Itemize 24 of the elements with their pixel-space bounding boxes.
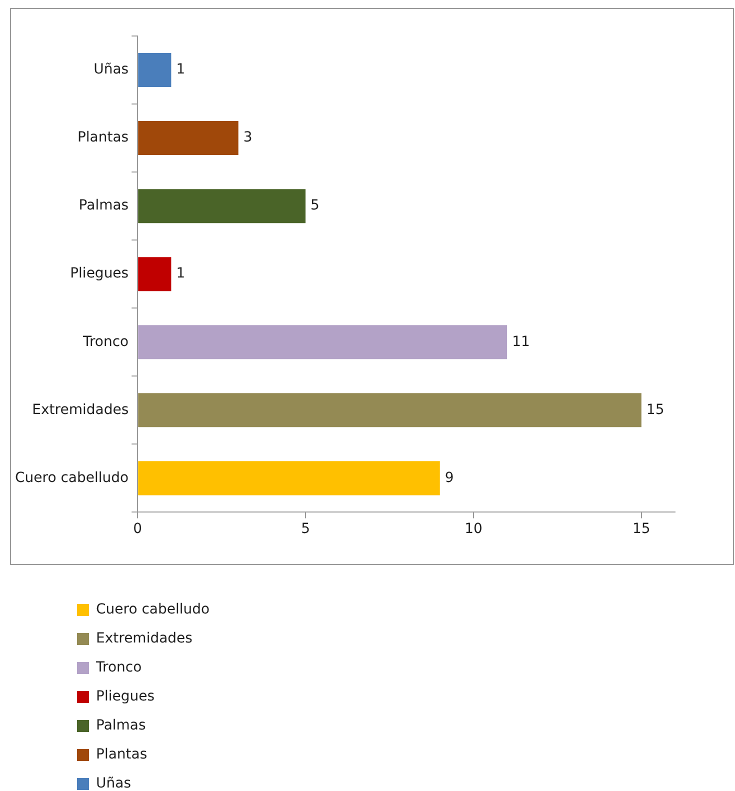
y-tick-label: Pliegues <box>70 266 129 282</box>
data-label: 1 <box>176 266 186 282</box>
data-label: 15 <box>646 402 664 418</box>
y-tick-label: Extremidades <box>32 402 129 418</box>
legend-label: Extremidades <box>96 630 192 647</box>
data-label: 1 <box>176 62 186 78</box>
data-label: 11 <box>512 334 530 350</box>
y-tick-label: Plantas <box>77 130 129 146</box>
legend-label: Cuero cabelludo <box>96 602 210 618</box>
legend-label: Tronco <box>95 660 142 676</box>
y-tick-label: Palmas <box>78 198 129 214</box>
y-tick-label: Tronco <box>82 334 129 350</box>
y-tick-label: Uñas <box>94 62 129 78</box>
data-label: 5 <box>310 198 320 214</box>
legend-label: Plantas <box>96 746 148 763</box>
x-tick-label: 5 <box>301 521 310 538</box>
x-tick-label: 10 <box>464 521 482 538</box>
legend-label: Pliegues <box>96 688 155 705</box>
y-tick-label: Cuero cabelludo <box>14 470 129 486</box>
x-tick-label: 0 <box>133 521 142 538</box>
legend-label: Palmas <box>96 718 146 734</box>
data-label: 3 <box>243 130 252 146</box>
data-label: 9 <box>444 470 454 486</box>
x-tick-label: 15 <box>632 521 650 538</box>
